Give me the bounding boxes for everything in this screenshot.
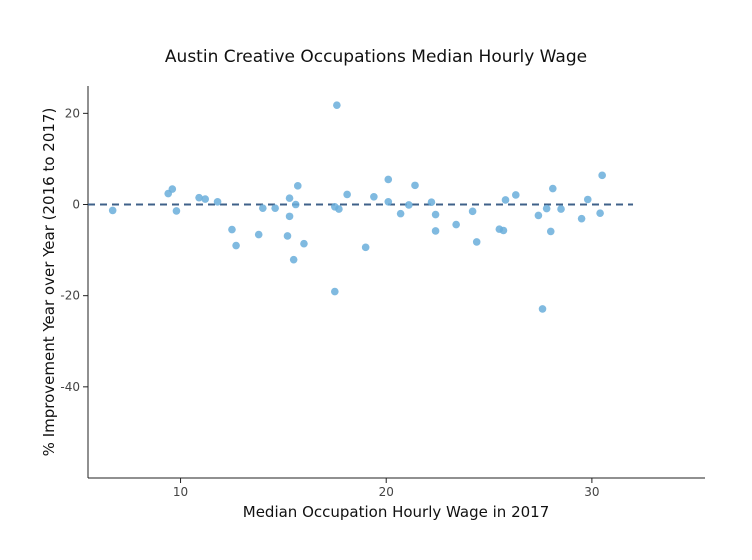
data-point[interactable] xyxy=(549,184,557,193)
data-point[interactable] xyxy=(289,255,298,264)
data-point[interactable] xyxy=(468,207,477,216)
data-point[interactable] xyxy=(285,194,294,202)
data-point[interactable] xyxy=(370,192,378,201)
data-point[interactable] xyxy=(335,205,343,213)
data-point[interactable] xyxy=(168,185,177,193)
point-layer xyxy=(108,101,606,313)
data-point[interactable] xyxy=(291,200,300,209)
data-point[interactable] xyxy=(259,204,267,212)
data-point[interactable] xyxy=(534,211,543,220)
data-point[interactable] xyxy=(511,191,520,199)
x-tick-label: 20 xyxy=(379,485,394,499)
data-point[interactable] xyxy=(598,171,606,180)
data-point[interactable] xyxy=(254,230,263,239)
y-tick-label: -40 xyxy=(60,380,80,394)
data-point[interactable] xyxy=(596,209,604,217)
data-point[interactable] xyxy=(405,201,413,209)
y-tick-label: 20 xyxy=(65,106,80,120)
y-tick-label: 0 xyxy=(72,198,80,212)
data-point[interactable] xyxy=(228,225,236,234)
data-point[interactable] xyxy=(501,196,510,204)
data-point[interactable] xyxy=(427,198,436,207)
data-point[interactable] xyxy=(546,227,555,236)
data-point[interactable] xyxy=(108,206,117,215)
data-point[interactable] xyxy=(499,226,508,235)
data-point[interactable] xyxy=(343,190,351,199)
data-point[interactable] xyxy=(232,241,240,250)
chart-title: Austin Creative Occupations Median Hourl… xyxy=(165,47,587,67)
data-point[interactable] xyxy=(431,210,440,219)
data-point[interactable] xyxy=(201,195,210,203)
data-point[interactable] xyxy=(361,243,370,252)
data-point[interactable] xyxy=(384,197,393,206)
data-point[interactable] xyxy=(411,181,419,190)
data-point[interactable] xyxy=(431,227,440,235)
data-point[interactable] xyxy=(195,193,203,202)
x-tick-label: 30 xyxy=(584,485,599,499)
data-point[interactable] xyxy=(271,204,279,212)
x-tick-label: 10 xyxy=(173,485,188,499)
data-point[interactable] xyxy=(557,205,565,213)
data-point[interactable] xyxy=(300,239,308,248)
tick-layer: 10 20 30 20 0 -20 -40 xyxy=(60,106,599,499)
data-point[interactable] xyxy=(542,204,551,213)
data-point[interactable] xyxy=(285,212,294,221)
data-point[interactable] xyxy=(331,287,339,296)
data-point[interactable] xyxy=(384,175,393,184)
data-point[interactable] xyxy=(283,232,292,240)
y-tick-label: -20 xyxy=(60,289,80,303)
data-point[interactable] xyxy=(172,207,181,215)
data-point[interactable] xyxy=(452,220,460,229)
data-point[interactable] xyxy=(472,238,481,246)
y-axis-label: % Improvement Year over Year (2016 to 20… xyxy=(40,108,58,457)
data-point[interactable] xyxy=(583,195,592,204)
data-point[interactable] xyxy=(333,101,341,109)
data-point[interactable] xyxy=(538,305,547,313)
x-axis-label: Median Occupation Hourly Wage in 2017 xyxy=(243,503,550,521)
data-point[interactable] xyxy=(396,209,405,218)
data-point[interactable] xyxy=(293,182,302,190)
data-point[interactable] xyxy=(213,197,222,206)
data-point[interactable] xyxy=(577,214,586,223)
